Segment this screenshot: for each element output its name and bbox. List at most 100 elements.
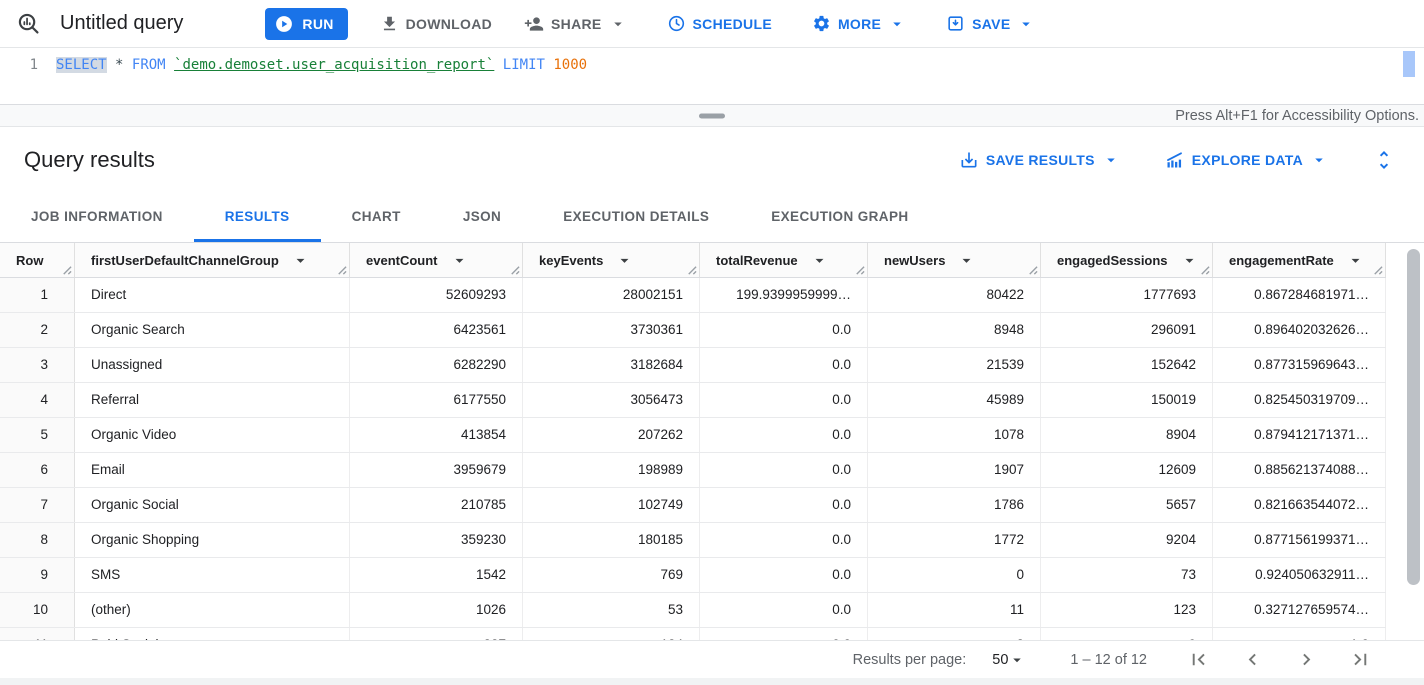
cell-totalRevenue: 0.0 [700,453,868,487]
row-number: 1 [0,278,75,312]
results-per-page-label: Results per page: [852,651,967,668]
column-menu-icon[interactable] [615,251,634,270]
column-header-keyEvents: keyEvents [523,243,700,277]
cell-eventCount: 210785 [350,488,523,522]
cell-engagementRate: 0.924050632911… [1213,558,1386,592]
download-button[interactable]: DOWNLOAD [380,14,492,33]
table-row: 3 Unassigned 6282290 3182684 0.0 21539 152642 0… [0,348,1386,383]
tab-job-information[interactable]: JOB INFORMATION [31,208,163,224]
table-row: 2 Organic Search 6423561 3730361 0.0 8948 2960… [0,313,1386,348]
explore-data-button[interactable]: EXPLORE DATA [1164,150,1328,171]
gear-icon [814,15,829,32]
tab-execution-graph[interactable]: EXECUTION GRAPH [771,208,909,224]
cell-engagementRate: 0.877156199371… [1213,523,1386,557]
cell-eventCount: 337 [350,628,523,640]
column-resize-grip[interactable] [1199,264,1210,275]
table-row: 7 Organic Social 210785 102749 0.0 1786 5657 0.… [0,488,1386,523]
splitter-drag-handle[interactable] [699,113,725,118]
more-button[interactable]: MORE [812,14,906,33]
cell-engagementRate: 0.867284681971… [1213,278,1386,312]
column-header-eventCount: eventCount [350,243,523,277]
next-page-button[interactable] [1295,648,1318,671]
cell-totalRevenue: 0.0 [700,383,868,417]
table-row: 4 Referral 6177550 3056473 0.0 45989 150019 0.8… [0,383,1386,418]
cell-totalRevenue: 0.0 [700,348,868,382]
column-resize-grip[interactable] [509,264,520,275]
cell-engagementRate: 1.0 [1213,628,1386,640]
cell-eventCount: 6282290 [350,348,523,382]
column-menu-icon[interactable] [450,251,469,270]
column-resize-grip[interactable] [686,264,697,275]
cell-newUsers: 0 [868,558,1041,592]
column-resize-grip[interactable] [1027,264,1038,275]
chevron-down-icon [1315,158,1323,163]
column-resize-grip[interactable] [336,264,347,275]
cell-engagedSessions: 296091 [1041,313,1213,347]
column-menu-icon[interactable] [1346,251,1365,270]
column-header-engagementRate: engagementRate [1213,243,1386,277]
column-menu-icon[interactable] [291,251,310,270]
cell-firstUserDefaultChannelGroup: Organic Social [75,488,350,522]
download-tray-icon [961,152,977,168]
column-menu-icon[interactable] [810,251,829,270]
tab-execution-details[interactable]: EXECUTION DETAILS [563,208,710,224]
save-icon [948,16,963,31]
cell-engagementRate: 0.877315969643… [1213,348,1386,382]
results-title: Query results [24,147,155,172]
table-vertical-scrollbar[interactable] [1407,243,1420,640]
column-menu-icon[interactable] [957,251,976,270]
page-size-select[interactable]: 50 [992,651,1026,669]
column-label: engagementRate [1229,252,1334,268]
cell-newUsers: 1772 [868,523,1041,557]
schedule-button[interactable]: SCHEDULE [667,14,772,33]
expand-panel-icon[interactable] [1372,148,1396,172]
column-resize-grip[interactable] [854,264,865,275]
save-button[interactable]: SAVE [946,14,1035,33]
previous-page-button[interactable] [1241,648,1264,671]
cell-engagementRate: 0.885621374088… [1213,453,1386,487]
cell-engagedSessions: 12609 [1041,453,1213,487]
column-label: engagedSessions [1057,252,1168,268]
row-number: 2 [0,313,75,347]
cell-keyEvents: 3182684 [523,348,700,382]
query-magnifier-icon [18,13,39,34]
cell-newUsers: 80422 [868,278,1041,312]
row-number: 9 [0,558,75,592]
cell-engagementRate: 0.821663544072… [1213,488,1386,522]
tab-json[interactable]: JSON [462,208,502,224]
share-button[interactable]: SHARE [524,14,627,34]
row-number: 6 [0,453,75,487]
row-number: 10 [0,593,75,627]
cell-eventCount: 359230 [350,523,523,557]
cell-keyEvents: 769 [523,558,700,592]
cell-engagementRate: 0.879412171371… [1213,418,1386,452]
cell-keyEvents: 102749 [523,488,700,522]
cell-keyEvents: 134 [523,628,700,640]
tab-results[interactable]: RESULTS [193,193,321,242]
cell-engagedSessions: 9 [1041,628,1213,640]
editor-scrollbar-thumb[interactable] [1403,51,1415,77]
save-results-button[interactable]: SAVE RESULTS [959,150,1120,170]
row-number: 7 [0,488,75,522]
table-horizontal-scrollbar[interactable] [0,678,1424,685]
scrollbar-thumb[interactable] [1407,249,1420,585]
last-page-button[interactable] [1349,648,1372,671]
cell-totalRevenue: 0.0 [700,558,868,592]
cell-engagedSessions: 152642 [1041,348,1213,382]
first-page-button[interactable] [1187,648,1210,671]
table-row: 9 SMS 1542 769 0.0 0 73 0.924050632911… [0,558,1386,593]
cell-keyEvents: 198989 [523,453,700,487]
query-editor-toolbar: Untitled query RUN DOWNLOAD SHARE SCHEDU… [0,0,1424,48]
cell-newUsers: 11 [868,593,1041,627]
sql-editor[interactable]: 1 SELECT * FROM `demo.demoset.user_acqui… [0,48,1424,104]
sql-code: SELECT * FROM `demo.demoset.user_acquisi… [56,57,588,73]
cell-newUsers: 45989 [868,383,1041,417]
column-resize-grip[interactable] [61,264,72,275]
cell-eventCount: 1542 [350,558,523,592]
tab-chart[interactable]: CHART [351,208,401,224]
column-resize-grip[interactable] [1372,264,1383,275]
run-button[interactable]: RUN [265,7,348,40]
cell-firstUserDefaultChannelGroup: Referral [75,383,350,417]
cell-newUsers: 3 [868,628,1041,640]
column-menu-icon[interactable] [1180,251,1199,270]
